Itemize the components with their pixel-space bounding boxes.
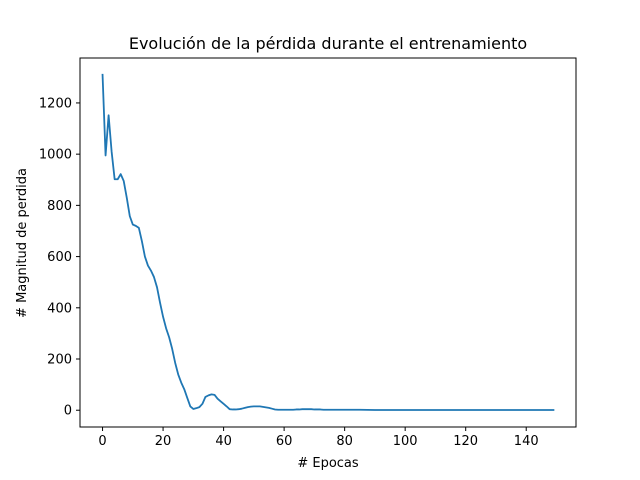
y-tick-label: 800	[47, 199, 72, 214]
x-tick-label: 140	[514, 434, 539, 449]
chart-title: Evolución de la pérdida durante el entre…	[129, 34, 527, 53]
axis-ticks: 0 20 40 60 80 100 120 140 0 200 400 600 800 1000 1200	[39, 96, 539, 449]
plot-area	[79, 57, 577, 428]
y-tick-label: 1200	[39, 96, 72, 111]
x-tick-label: 80	[336, 434, 353, 449]
x-axis-label: # Epocas	[297, 456, 359, 471]
y-tick-label: 200	[47, 353, 72, 368]
y-axis-label: # Magnitud de perdida	[15, 168, 30, 318]
x-tick-label: 120	[453, 434, 478, 449]
axes-frame	[79, 57, 577, 428]
x-tick-label: 20	[155, 434, 172, 449]
series-line-0	[101, 73, 555, 411]
x-tick-label: 0	[98, 434, 106, 449]
y-tick-label: 0	[64, 404, 72, 419]
x-tick-label: 40	[215, 434, 232, 449]
x-tick-label: 60	[276, 434, 293, 449]
y-tick-label: 1000	[39, 148, 72, 163]
x-tick-label: 100	[393, 434, 418, 449]
y-tick-label: 400	[47, 301, 72, 316]
y-tick-label: 600	[47, 250, 72, 265]
